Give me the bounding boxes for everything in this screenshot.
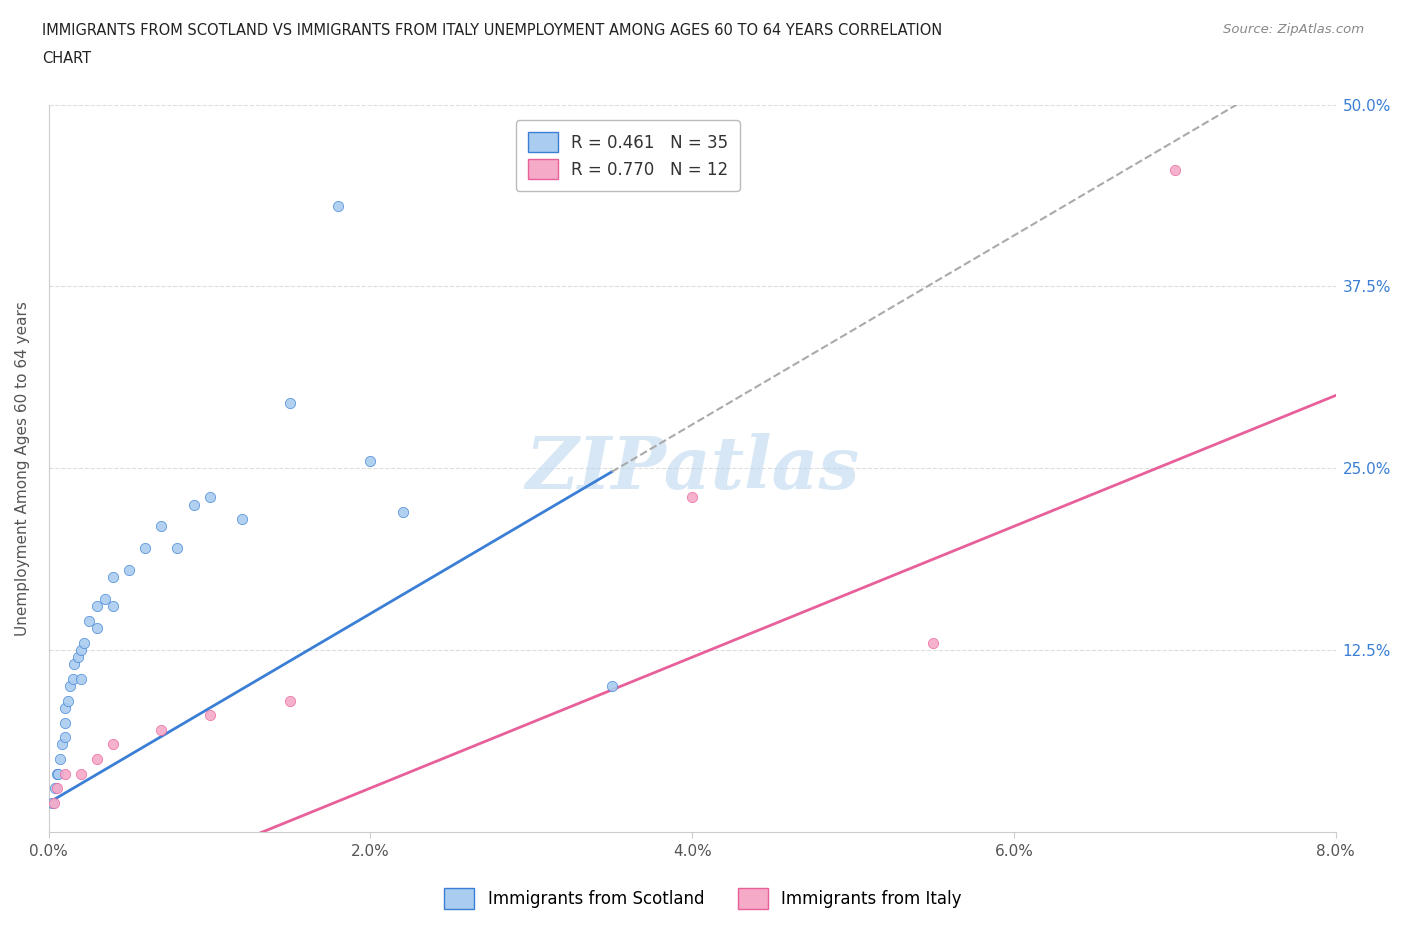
Point bbox=[59, 679, 82, 694]
Point bbox=[94, 591, 117, 606]
Point bbox=[45, 780, 67, 795]
Point bbox=[53, 715, 76, 730]
Point bbox=[51, 737, 73, 751]
Text: Source: ZipAtlas.com: Source: ZipAtlas.com bbox=[1223, 23, 1364, 36]
Point bbox=[183, 498, 205, 512]
Point bbox=[53, 766, 76, 781]
Point bbox=[101, 737, 124, 751]
Legend: Immigrants from Scotland, Immigrants from Italy: Immigrants from Scotland, Immigrants fro… bbox=[436, 880, 970, 917]
Point bbox=[198, 490, 221, 505]
Point bbox=[150, 519, 173, 534]
Point bbox=[359, 454, 381, 469]
Point bbox=[681, 490, 703, 505]
Point bbox=[328, 199, 350, 214]
Point bbox=[63, 658, 86, 672]
Point bbox=[86, 751, 108, 766]
Point bbox=[231, 512, 253, 526]
Text: IMMIGRANTS FROM SCOTLAND VS IMMIGRANTS FROM ITALY UNEMPLOYMENT AMONG AGES 60 TO : IMMIGRANTS FROM SCOTLAND VS IMMIGRANTS F… bbox=[42, 23, 942, 38]
Point bbox=[73, 635, 96, 650]
Point bbox=[44, 780, 66, 795]
Legend: R = 0.461   N = 35, R = 0.770   N = 12: R = 0.461 N = 35, R = 0.770 N = 12 bbox=[516, 120, 740, 191]
Point bbox=[62, 671, 84, 686]
Point bbox=[86, 599, 108, 614]
Point bbox=[391, 504, 413, 519]
Point bbox=[134, 540, 156, 555]
Point bbox=[278, 395, 301, 410]
Point bbox=[49, 751, 72, 766]
Point bbox=[48, 766, 70, 781]
Point bbox=[118, 563, 141, 578]
Point bbox=[278, 694, 301, 709]
Point bbox=[45, 766, 67, 781]
Point bbox=[101, 570, 124, 585]
Point bbox=[150, 723, 173, 737]
Point bbox=[600, 679, 623, 694]
Point bbox=[56, 694, 79, 709]
Text: CHART: CHART bbox=[42, 51, 91, 66]
Point bbox=[66, 650, 89, 665]
Point bbox=[41, 795, 63, 810]
Text: ZIPatlas: ZIPatlas bbox=[524, 432, 859, 504]
Point bbox=[77, 614, 100, 629]
Point bbox=[70, 671, 93, 686]
Point bbox=[42, 795, 65, 810]
Point bbox=[53, 700, 76, 715]
Point bbox=[198, 708, 221, 723]
Point bbox=[101, 599, 124, 614]
Point bbox=[166, 540, 188, 555]
Point bbox=[70, 643, 93, 658]
Point bbox=[1163, 163, 1185, 178]
Point bbox=[53, 730, 76, 745]
Point bbox=[70, 766, 93, 781]
Y-axis label: Unemployment Among Ages 60 to 64 years: Unemployment Among Ages 60 to 64 years bbox=[15, 300, 30, 635]
Point bbox=[86, 620, 108, 635]
Point bbox=[922, 635, 945, 650]
